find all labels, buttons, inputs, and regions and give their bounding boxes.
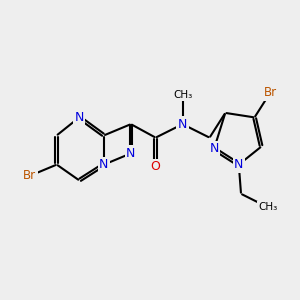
Text: Br: Br (23, 169, 36, 182)
Text: N: N (74, 111, 84, 124)
Text: CH₃: CH₃ (258, 202, 278, 212)
Text: N: N (209, 142, 219, 155)
Text: N: N (99, 158, 109, 171)
Text: N: N (234, 158, 244, 171)
Text: Br: Br (264, 86, 277, 99)
Text: O: O (151, 160, 160, 173)
Text: CH₃: CH₃ (173, 90, 192, 100)
Text: N: N (178, 118, 187, 131)
Text: N: N (126, 147, 136, 160)
